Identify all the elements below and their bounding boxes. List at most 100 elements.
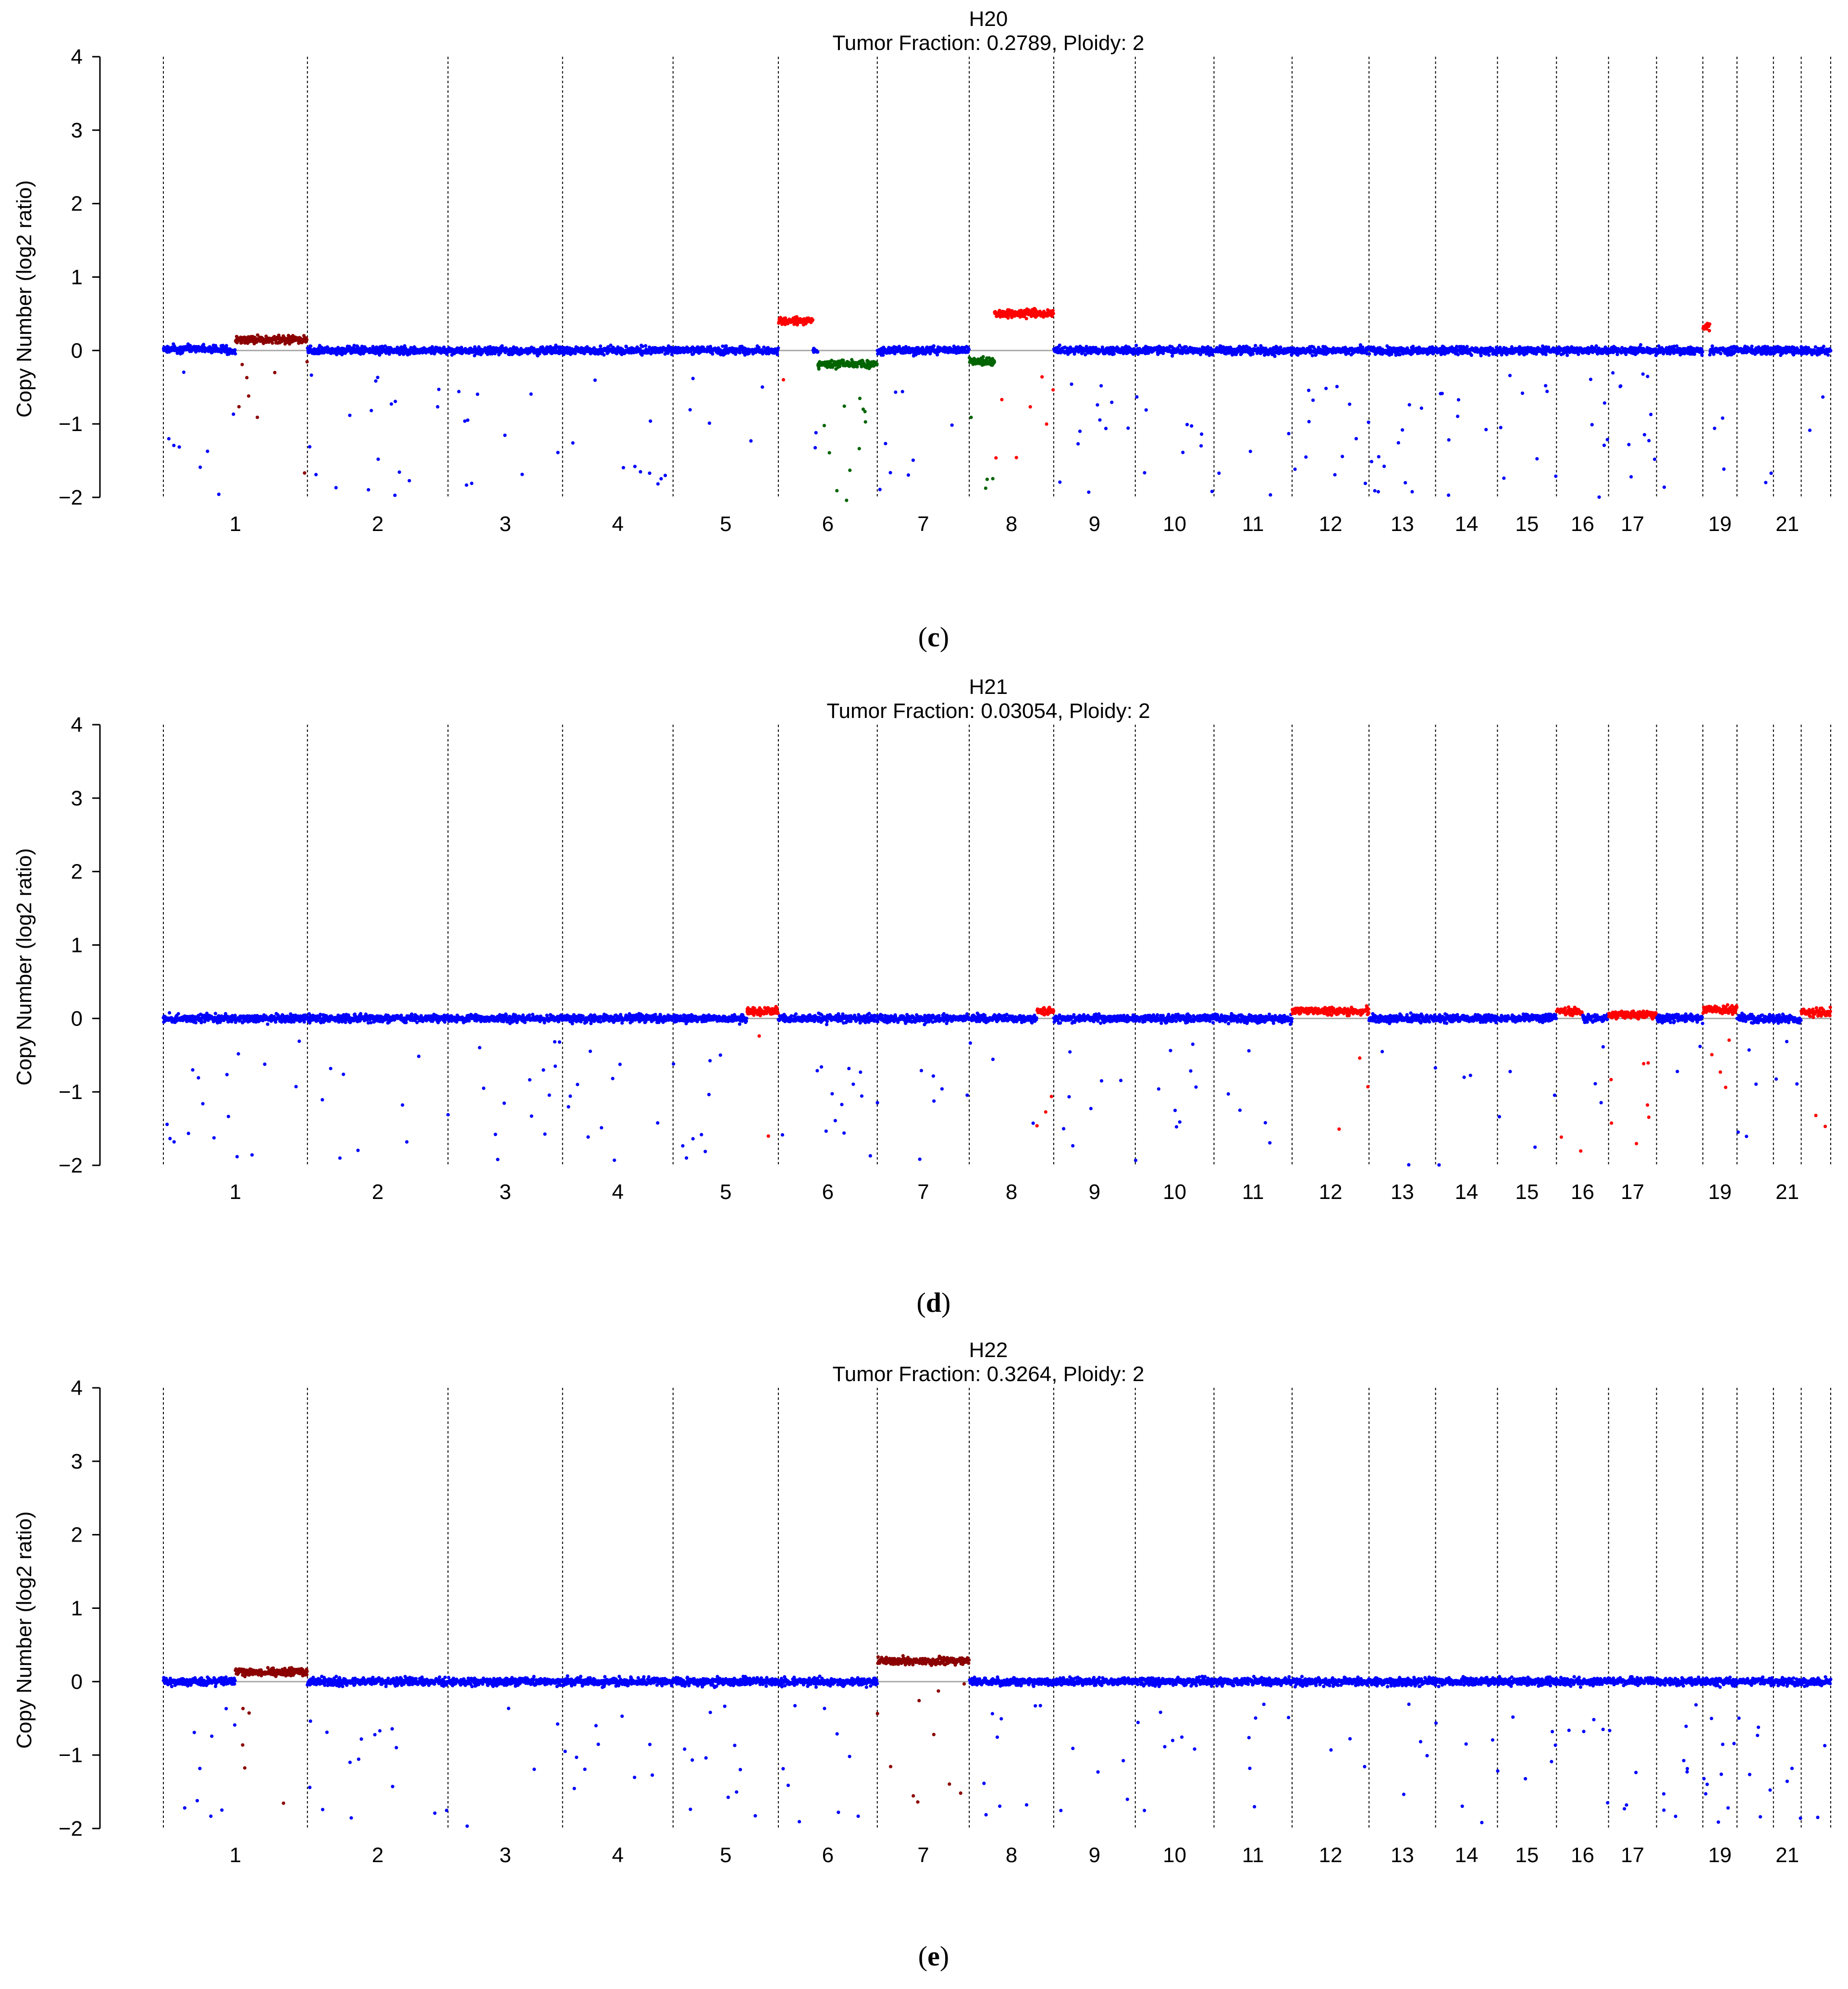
data-point xyxy=(1611,371,1614,374)
data-point xyxy=(1341,455,1344,458)
data-point xyxy=(465,483,468,487)
x-tick-label: 1 xyxy=(230,512,241,536)
data-point xyxy=(1456,353,1460,356)
y-tick-label: 1 xyxy=(71,934,83,957)
data-point xyxy=(466,419,469,422)
data-point xyxy=(622,466,625,469)
data-point xyxy=(237,405,241,408)
data-point xyxy=(1713,427,1716,430)
data-point xyxy=(950,423,954,427)
data-point xyxy=(1294,468,1297,471)
y-tick-label: 3 xyxy=(71,787,83,810)
data-point xyxy=(1822,345,1825,348)
y-tick-label: 0 xyxy=(71,1007,83,1030)
data-point xyxy=(749,439,752,443)
data-point xyxy=(602,353,605,357)
data-point xyxy=(907,473,910,477)
data-point xyxy=(1367,420,1370,424)
data-point xyxy=(1589,378,1592,381)
data-point xyxy=(1355,437,1358,440)
data-point xyxy=(1708,322,1712,326)
data-point xyxy=(1602,444,1606,447)
data-point xyxy=(470,482,473,485)
data-point xyxy=(813,446,817,449)
data-point xyxy=(1829,349,1832,352)
y-axis-label: Copy Number (log2 ratio) xyxy=(12,848,36,1086)
data-point xyxy=(1098,418,1101,421)
data-point xyxy=(1521,392,1524,395)
data-point xyxy=(273,371,276,374)
data-point xyxy=(1058,344,1061,347)
data-point xyxy=(828,451,831,455)
data-point xyxy=(168,1137,172,1140)
data-point xyxy=(1126,426,1130,430)
data-point xyxy=(1577,353,1580,356)
data-point xyxy=(214,1012,217,1015)
panel-label: (c) xyxy=(918,621,949,653)
data-point xyxy=(1764,481,1767,484)
data-point xyxy=(863,410,867,413)
data-point xyxy=(177,1012,180,1015)
data-point xyxy=(932,344,936,347)
data-point xyxy=(711,352,714,356)
chromosome-boundaries xyxy=(163,57,1831,497)
data-point xyxy=(1377,490,1380,494)
data-point xyxy=(1401,428,1404,432)
data-point xyxy=(1251,352,1255,356)
data-point xyxy=(225,1073,229,1076)
data-point xyxy=(599,345,602,348)
data-point xyxy=(1700,353,1704,357)
data-point xyxy=(656,482,660,485)
data-point xyxy=(1750,345,1753,348)
data-point xyxy=(212,1136,216,1139)
data-point xyxy=(776,346,780,350)
x-tick-label: 16 xyxy=(1571,512,1594,536)
data-point xyxy=(1639,343,1642,346)
data-point xyxy=(393,494,396,497)
data-point xyxy=(1693,352,1696,356)
data-point xyxy=(431,345,434,348)
data-point xyxy=(1641,372,1645,376)
x-tick-label: 8 xyxy=(1006,512,1017,536)
data-point xyxy=(1502,476,1505,480)
data-point xyxy=(1217,471,1220,475)
data-point xyxy=(206,450,209,453)
data-point xyxy=(639,470,642,473)
data-point xyxy=(1076,442,1080,445)
data-point xyxy=(814,431,818,434)
data-point xyxy=(367,488,370,492)
chart-subtitle: Tumor Fraction: 0.2789, Ploidy: 2 xyxy=(833,31,1145,55)
data-point xyxy=(1470,354,1473,357)
data-point xyxy=(1052,312,1055,315)
data-point xyxy=(1479,354,1483,357)
data-point xyxy=(390,402,393,406)
data-point xyxy=(308,445,311,448)
data-point xyxy=(370,409,373,412)
data-point xyxy=(1619,384,1622,388)
data-point xyxy=(644,344,647,347)
data-point xyxy=(835,489,838,492)
copy-number-chart-h20: H20 Tumor Fraction: 0.2789, Ploidy: 2 Co… xyxy=(0,0,1848,658)
data-point xyxy=(1015,456,1018,459)
data-point xyxy=(1058,481,1061,484)
x-tick-label: 7 xyxy=(917,512,929,536)
data-point xyxy=(1370,460,1373,463)
data-point xyxy=(936,353,939,357)
data-point xyxy=(888,471,892,474)
data-point xyxy=(1304,455,1307,458)
data-point xyxy=(530,392,533,395)
data-point xyxy=(823,424,826,427)
data-point xyxy=(1333,473,1337,476)
data-point xyxy=(878,488,882,491)
data-point xyxy=(1273,355,1277,358)
data-point xyxy=(1099,384,1103,387)
data-point xyxy=(894,391,897,394)
data-point xyxy=(1708,329,1711,333)
data-point xyxy=(1565,354,1569,357)
data-point xyxy=(776,353,779,356)
data-point xyxy=(1420,407,1423,410)
x-tick-label: 12 xyxy=(1319,512,1343,536)
data-point xyxy=(1456,415,1459,418)
data-point xyxy=(761,385,764,389)
data-point xyxy=(503,433,506,437)
